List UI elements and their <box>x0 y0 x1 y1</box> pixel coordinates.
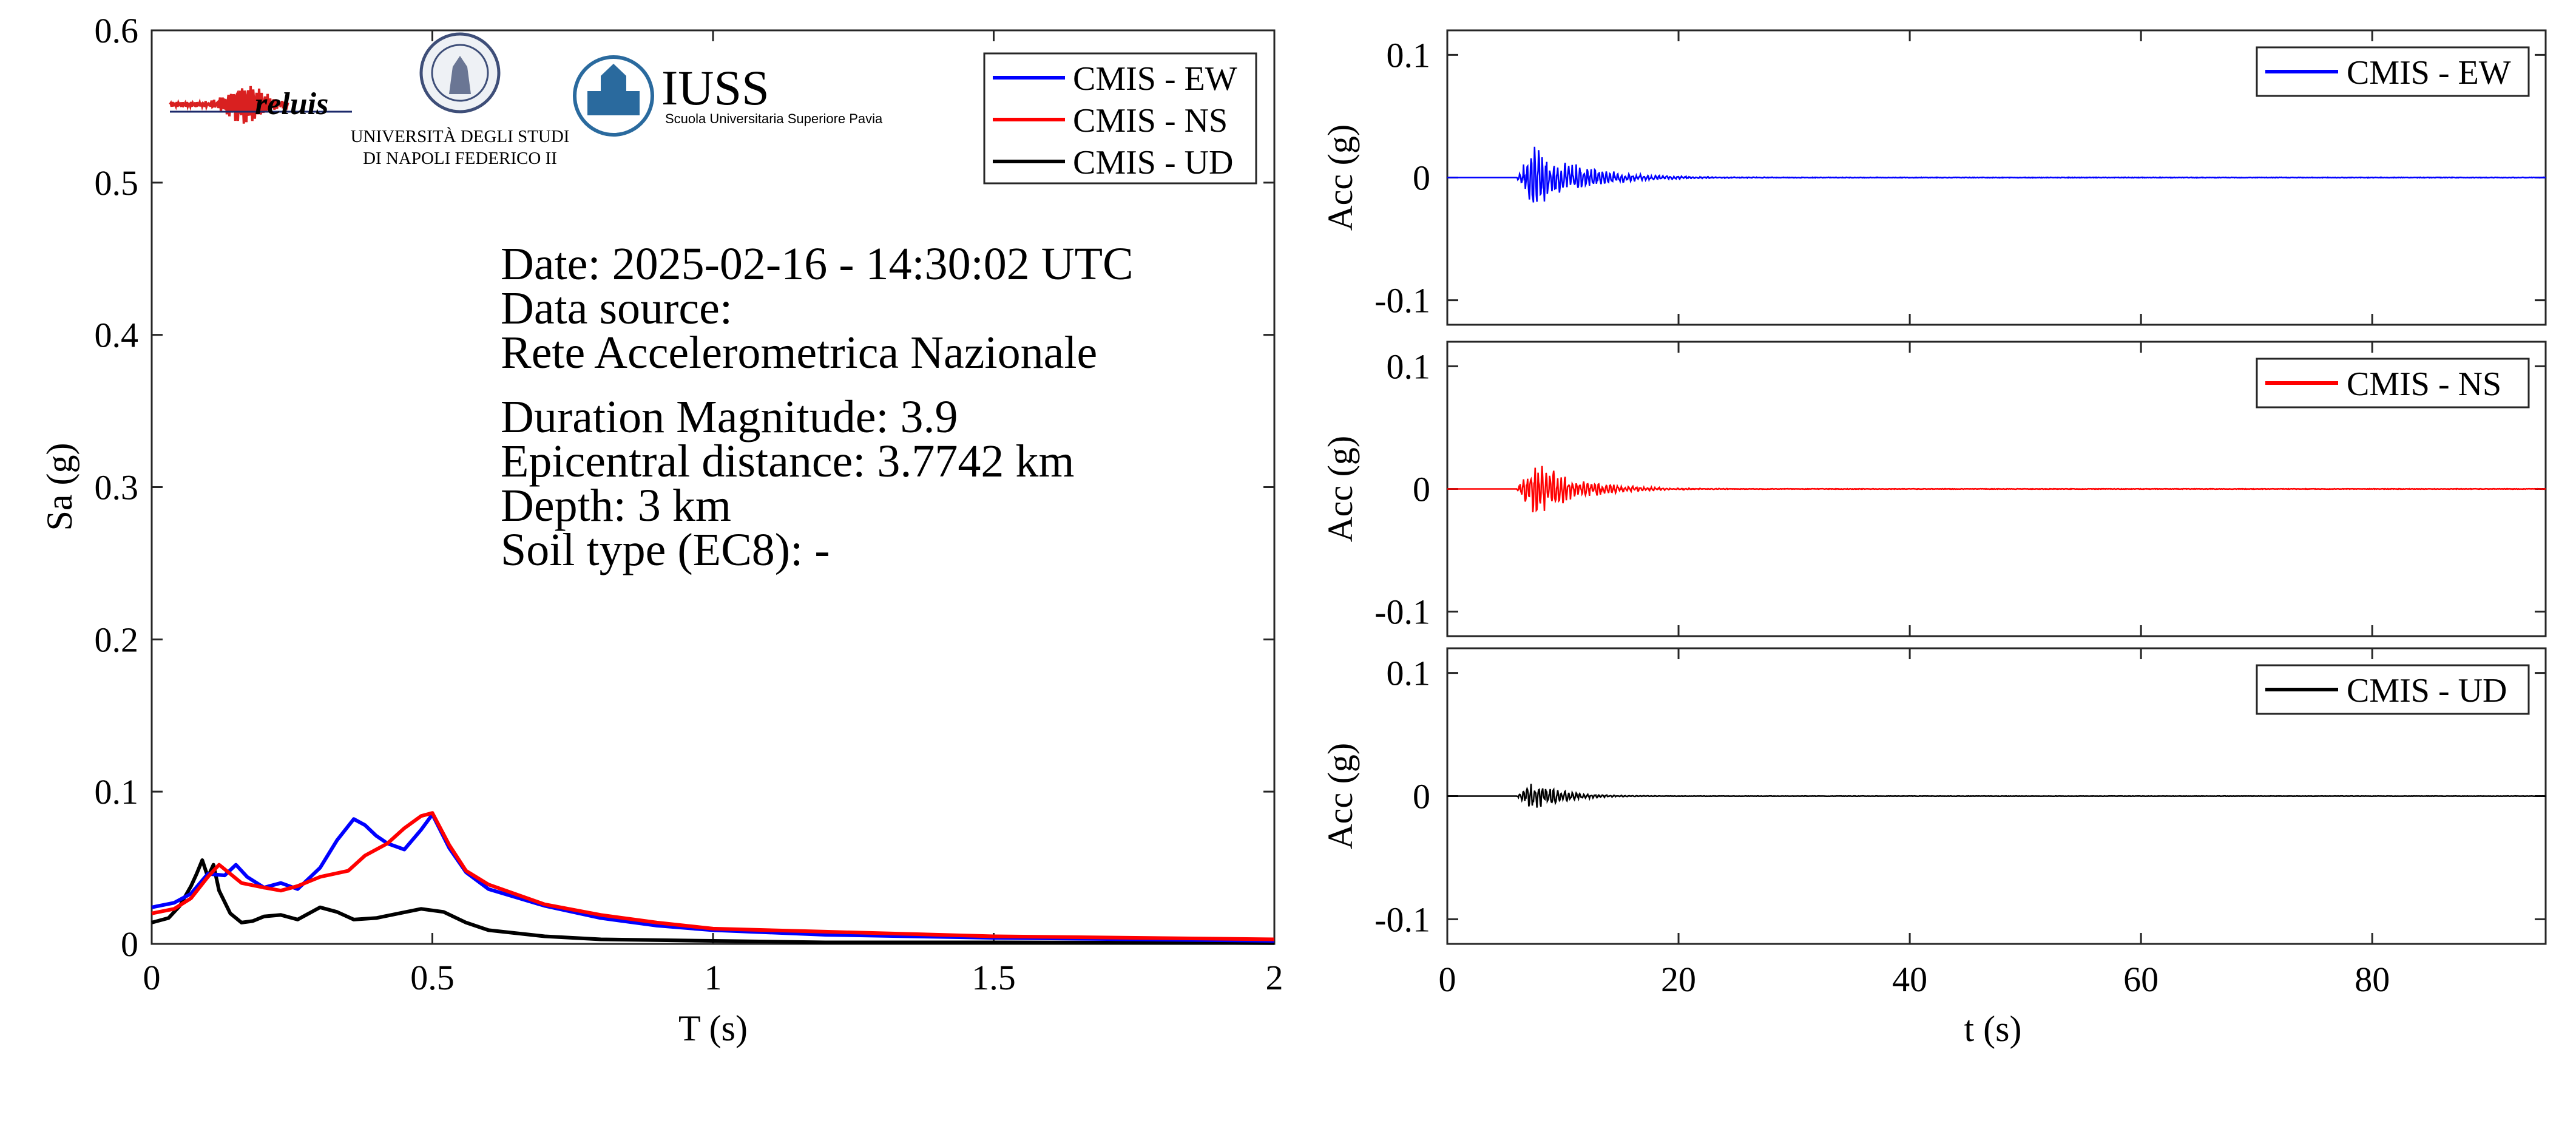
acc-legend-label: CMIS - NS <box>2347 365 2501 403</box>
legend-label-ew: CMIS - EW <box>1073 60 1237 98</box>
event-soil-type: Soil type (EC8): - <box>501 524 830 575</box>
unina-seal-inner <box>431 44 489 102</box>
acc-y-tick-label: 0 <box>1413 158 1430 198</box>
spectrum-lines <box>151 811 1275 945</box>
spectrum-y-tick-label: 0 <box>121 924 138 964</box>
accelerogram-ew: -0.1 0 0.1 Acc (g) CMIS - EW <box>1320 29 2547 326</box>
acc-x-tick-label: 60 <box>2123 960 2158 999</box>
event-source: Rete Accelerometrica Nazionale <box>501 327 1097 378</box>
response-spectrum-panel: 0 0.5 1 1.5 2 0 0.1 0.2 0.3 0.4 0.5 0.6 T (s) Sa (g… <box>39 11 1283 1048</box>
spectrum-line-ew <box>151 812 1275 943</box>
legend-label-ud: CMIS - UD <box>1073 144 1233 181</box>
reluis-logo-text: reluis <box>255 87 328 121</box>
acc-x-tick-label: 0 <box>1439 960 1456 999</box>
acc-legend-label: CMIS - UD <box>2347 672 2507 710</box>
spectrum-x-tick-label: 2 <box>1266 958 1283 997</box>
accelerogram-legend-ew: CMIS - EW <box>2256 46 2530 97</box>
event-info: Date: 2025-02-16 - 14:30:02 UTC Data sou… <box>501 239 1134 575</box>
spectrum-y-axis-label: Sa (g) <box>39 443 79 531</box>
spectrum-line-ns <box>151 811 1275 941</box>
iuss-logo-text: IUSS <box>661 60 769 115</box>
event-depth: Depth: 3 km <box>501 480 731 531</box>
spectrum-x-tick-label: 1 <box>705 958 722 997</box>
spectrum-y-tick-label: 0.6 <box>95 11 139 50</box>
acc-legend-label: CMIS - EW <box>2347 54 2511 92</box>
spectrum-x-axis-label: T (s) <box>678 1008 748 1048</box>
acc-y-tick-label: 0 <box>1413 470 1430 509</box>
acc-x-tick-label: 40 <box>1892 960 1927 999</box>
accelerogram-legend-ns: CMIS - NS <box>2256 358 2530 409</box>
spectrum-y-tick-label: 0.4 <box>95 316 139 355</box>
event-date: Date: 2025-02-16 - 14:30:02 UTC <box>501 239 1134 290</box>
iuss-emblem-building <box>587 64 640 115</box>
acc-y-tick-label: 0.1 <box>1387 654 1431 693</box>
acc-y-axis-label: Acc (g) <box>1320 124 1360 231</box>
spectrum-x-tick-label: 0.5 <box>410 958 455 997</box>
acc-x-tick-label: 20 <box>1661 960 1696 999</box>
time-axis-label: t (s) <box>1964 1009 2022 1049</box>
event-source-label: Data source: <box>501 283 732 334</box>
unina-logo-line2: DI NAPOLI FEDERICO II <box>363 149 557 168</box>
legend-label-ns: CMIS - NS <box>1073 102 1228 140</box>
spectrum-ticks: 0 0.5 1 1.5 2 0 0.1 0.2 0.3 0.4 0.5 0.6 <box>95 11 1283 997</box>
spectrum-y-tick-label: 0.1 <box>95 772 139 812</box>
acc-y-tick-label: -0.1 <box>1374 900 1430 939</box>
reluis-logo-wave <box>169 86 289 124</box>
accelerogram-ns: -0.1 0 0.1 Acc (g) CMIS - NS <box>1320 341 2547 637</box>
acc-y-tick-label: 0 <box>1413 777 1430 816</box>
event-magnitude: Duration Magnitude: 3.9 <box>501 392 958 443</box>
spectrum-line-ud <box>151 858 1275 945</box>
spectrum-y-tick-label: 0.2 <box>95 620 139 659</box>
unina-logo-line1: UNIVERSITÀ DEGLI STUDI <box>351 126 570 146</box>
spectrum-y-tick-label: 0.5 <box>95 163 139 203</box>
iuss-logo-subtitle: Scuola Universitaria Superiore Pavia <box>665 111 883 126</box>
acc-y-axis-label: Acc (g) <box>1320 436 1360 543</box>
accelerogram-trace-ns <box>1447 466 2546 513</box>
unina-logo: UNIVERSITÀ DEGLI STUDI DI NAPOLI FEDERIC… <box>351 32 570 168</box>
accelerogram-legend-ud: CMIS - UD <box>2256 664 2530 715</box>
acc-y-tick-label: 0.1 <box>1387 347 1431 386</box>
acc-y-tick-label: -0.1 <box>1374 592 1430 632</box>
spectrum-y-tick-label: 0.3 <box>95 468 139 507</box>
acc-y-tick-label: -0.1 <box>1374 281 1430 321</box>
reluis-logo: reluis <box>169 86 352 124</box>
acc-y-tick-label: 0.1 <box>1387 35 1431 75</box>
acc-x-tick-label: 80 <box>2355 960 2390 999</box>
spectrum-legend: CMIS - EW CMIS - NS CMIS - UD <box>983 52 1257 185</box>
event-distance: Epicentral distance: 3.7742 km <box>501 436 1075 487</box>
accelerogram-trace-ew <box>1447 146 2546 203</box>
iuss-logo: IUSS Scuola Universitaria Superiore Pavi… <box>573 55 883 137</box>
accelerogram-trace-ud <box>1447 784 2546 808</box>
unina-seal-figure <box>449 56 471 94</box>
acc-y-axis-label: Acc (g) <box>1320 743 1360 850</box>
spectrum-x-tick-label: 0 <box>143 958 161 997</box>
spectrum-x-tick-label: 1.5 <box>972 958 1016 997</box>
